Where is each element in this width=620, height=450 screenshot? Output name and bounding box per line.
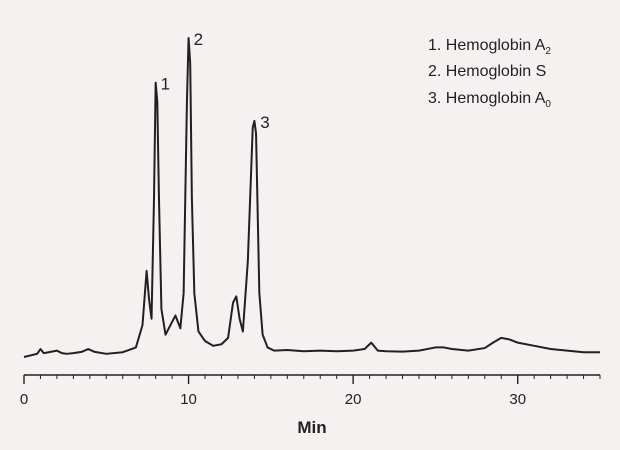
peak-label: 1 bbox=[161, 75, 170, 94]
legend-entry-label: 2. Hemoglobin S bbox=[428, 63, 546, 80]
legend: 1. Hemoglobin A2 2. Hemoglobin S 3. Hemo… bbox=[428, 37, 551, 110]
legend-entry-hemoglobin-s: 2. Hemoglobin S bbox=[428, 63, 546, 80]
peak-label: 2 bbox=[194, 30, 203, 49]
x-tick-label: 30 bbox=[509, 391, 526, 408]
chromatogram-trace bbox=[23, 37, 600, 358]
x-minor-ticks bbox=[39, 375, 601, 379]
legend-entry-hemoglobin-a2: 1. Hemoglobin A2 bbox=[428, 37, 551, 57]
legend-entry-subscript: 0 bbox=[545, 99, 551, 110]
x-tick-label: 20 bbox=[345, 391, 362, 408]
legend-entry-subscript: 2 bbox=[545, 46, 551, 57]
peak-label: 3 bbox=[260, 113, 269, 132]
legend-entry-hemoglobin-a0: 3. Hemoglobin A0 bbox=[428, 90, 551, 110]
legend-entry-label: 3. Hemoglobin A bbox=[428, 90, 546, 107]
x-tick-label: 0 bbox=[20, 391, 28, 408]
x-axis-title: Min bbox=[297, 418, 326, 437]
peak-labels: 1 2 3 bbox=[161, 30, 270, 132]
x-tick-label: 10 bbox=[180, 391, 197, 408]
plot-area bbox=[23, 37, 600, 358]
legend-entry-label: 1. Hemoglobin A bbox=[428, 37, 546, 54]
x-major-ticks: 0 10 20 30 bbox=[20, 375, 526, 408]
